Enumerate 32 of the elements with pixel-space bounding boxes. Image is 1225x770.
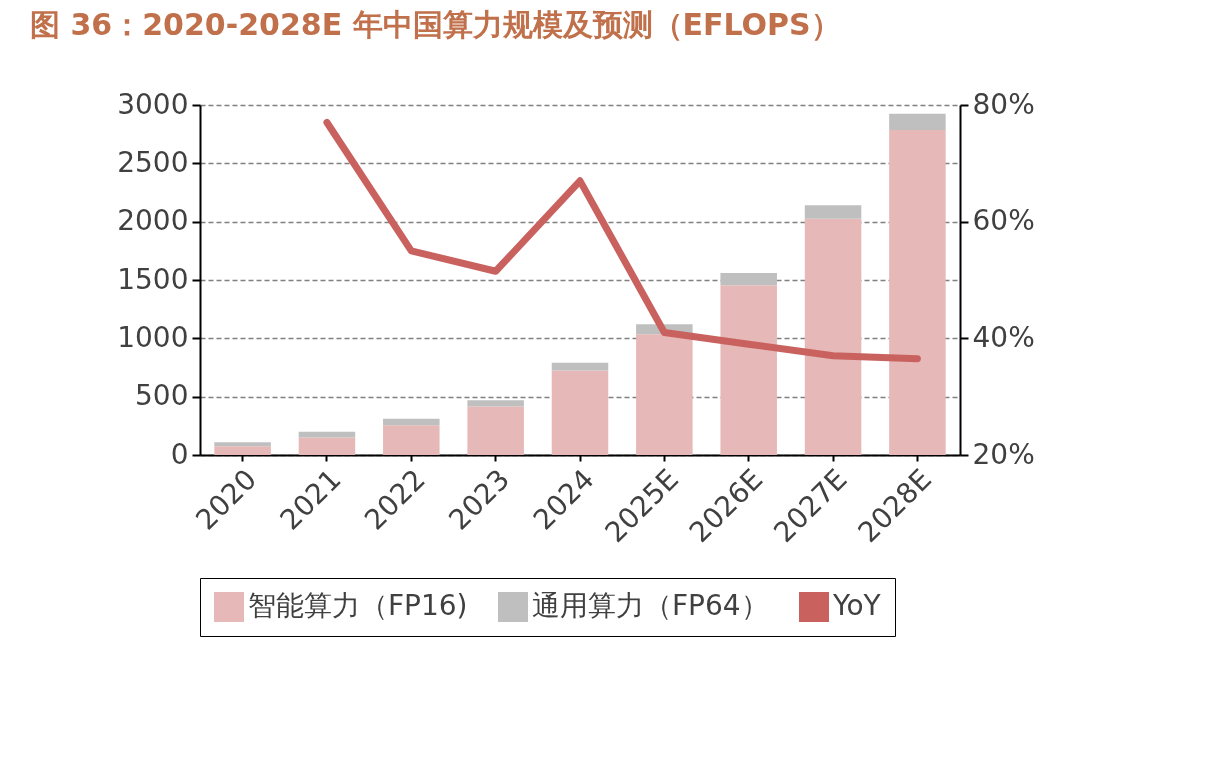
- y2-tick-label: 60%: [972, 204, 1035, 238]
- bar: [551, 362, 609, 371]
- y-tick-label: 1000: [117, 320, 189, 354]
- y-tick-label: 2000: [117, 204, 189, 238]
- bar: [467, 400, 524, 407]
- bar: [383, 418, 440, 426]
- bar: [804, 205, 862, 219]
- bar: [889, 130, 946, 455]
- legend-label: 通用算力（FP64）: [532, 589, 769, 622]
- y-tick-label: 2500: [117, 145, 189, 179]
- legend-label: 智能算力（FP16): [248, 589, 468, 622]
- bar: [551, 370, 609, 455]
- chart-title: 图 36：2020-2028E 年中国算力规模及预测（EFLOPS）: [30, 7, 841, 42]
- bar: [804, 218, 862, 455]
- y-tick-label: 3000: [117, 87, 189, 121]
- y-tick-label: 0: [170, 437, 189, 471]
- y-tick-label: 500: [135, 379, 189, 413]
- bar: [298, 437, 356, 455]
- bar: [720, 285, 777, 455]
- bar: [720, 273, 777, 286]
- bar: [383, 425, 440, 455]
- bar: [214, 442, 271, 447]
- y2-tick-label: 40%: [972, 320, 1035, 354]
- y2-tick-label: 80%: [972, 87, 1035, 121]
- bar: [298, 431, 356, 438]
- y2-tick-label: 20%: [972, 437, 1035, 471]
- bar: [889, 113, 946, 131]
- bar: [214, 446, 271, 455]
- bar: [467, 406, 524, 455]
- y-tick-label: 1500: [117, 262, 189, 296]
- legend-label: YoY: [832, 589, 882, 622]
- bar: [636, 334, 693, 455]
